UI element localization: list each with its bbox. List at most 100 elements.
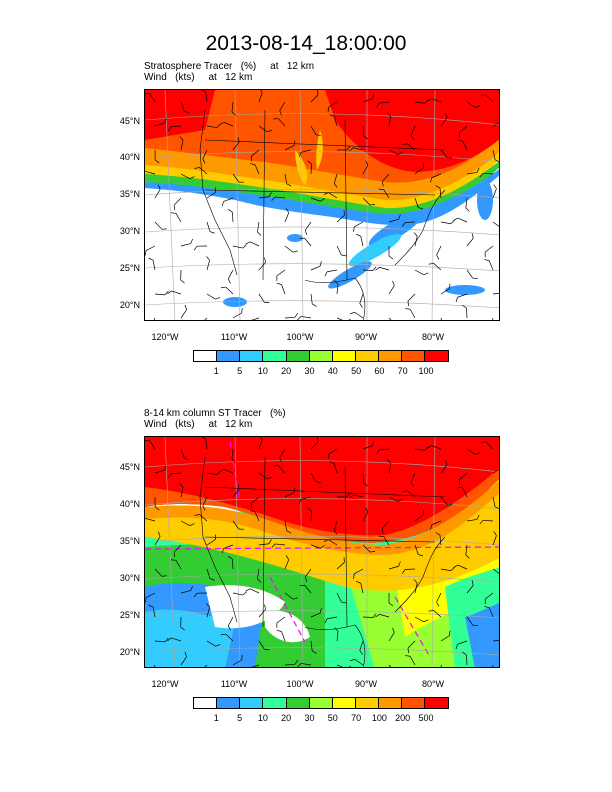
wind-barb-icon [201, 437, 208, 450]
wind-barb-icon [455, 640, 468, 650]
wind-barb-icon [440, 460, 448, 474]
wind-barb-icon [334, 627, 339, 642]
wind-barb-icon [466, 167, 480, 175]
wind-barb-icon [465, 544, 470, 559]
colorbar-swatch [332, 351, 356, 361]
wind-barb-icon [462, 304, 468, 319]
wind-barb-icon [170, 559, 182, 570]
wind-barb-icon [362, 197, 376, 206]
colorbar-label: 1 [213, 713, 219, 723]
wind-barb-icon [376, 101, 390, 108]
wind-barb-icon [388, 664, 396, 667]
wind-barb-icon [154, 118, 167, 127]
wind-barb-icon [329, 461, 338, 474]
wind-barb-icon [151, 317, 156, 320]
wind-barb-icon [362, 440, 375, 450]
colorbar-label: 5 [237, 366, 243, 376]
wind-barb-icon [362, 160, 369, 175]
wind-barb-icon [387, 112, 392, 127]
wind-barb-icon [481, 441, 494, 450]
wind-barb-icon [388, 149, 403, 155]
wind-barb-icon [414, 544, 424, 557]
wind-barb-icon [388, 280, 395, 295]
wind-barb-icon [232, 520, 244, 530]
wind-barb-icon [245, 588, 260, 594]
wind-barb-icon [194, 514, 208, 522]
colorbar-label: 1 [213, 366, 219, 376]
wind-barb-icon [375, 613, 390, 618]
wind-barb-icon [173, 197, 182, 211]
colorbar-swatch [309, 351, 333, 361]
wind-barb-icon [151, 664, 156, 667]
bottom-lat-label-35: 35°N [119, 536, 140, 546]
wind-barb-icon [258, 125, 273, 133]
wind-barb-icon [466, 616, 478, 626]
bottom-subtitle-line1: 8-14 km column ST Tracer (%) [144, 408, 286, 419]
wind-barb-icon [154, 465, 167, 474]
colorbar-label: 70 [351, 713, 362, 723]
wind-barb-icon [145, 245, 156, 256]
wind-barb-icon [407, 293, 416, 307]
wind-barb-icon [466, 101, 481, 108]
colorbar-label: 5 [237, 713, 243, 723]
wind-barb-icon [336, 210, 345, 223]
wind-barb-icon [258, 472, 273, 480]
wind-barb-icon [180, 448, 190, 461]
wind-barb-icon [323, 539, 338, 546]
wind-barb-icon [193, 592, 208, 598]
wind-barb-icon [466, 580, 474, 594]
wind-barb-icon [388, 317, 396, 320]
wind-barb-icon [362, 613, 377, 618]
wind-barb-icon [257, 221, 262, 236]
wind-barb-icon [414, 197, 424, 210]
wind-barb-icon [310, 197, 325, 202]
wind-barb-icon [298, 496, 312, 504]
colorbar-swatch [402, 351, 426, 361]
wind-barb-icon [356, 233, 364, 247]
colorbar-label: 40 [327, 366, 338, 376]
wind-barb-icon [455, 293, 468, 303]
wind-barb-icon [466, 269, 478, 279]
wind-barb-icon [249, 664, 260, 667]
wind-barb-icon [336, 557, 345, 570]
wind-barb-icon [440, 149, 453, 159]
colorbar-label: 30 [304, 713, 315, 723]
colorbar-label: 100 [418, 366, 434, 376]
wind-barb-icon [307, 160, 312, 175]
wind-barb-icon [453, 564, 468, 570]
wind-barb-icon [388, 246, 394, 260]
wind-barb-icon [193, 245, 208, 251]
wind-barb-icon [492, 221, 499, 229]
colorbar-label: 50 [327, 713, 338, 723]
wind-barb-icon [145, 518, 156, 522]
wind-barb-icon [490, 317, 494, 320]
wind-barb-icon [381, 173, 390, 187]
wind-barb-icon [310, 472, 321, 483]
wind-barb-icon [440, 630, 451, 642]
colorbar-swatch [194, 698, 218, 708]
colorbar-swatch [332, 698, 356, 708]
wind-barb-icon [206, 256, 210, 271]
wind-barb-icon [334, 280, 339, 295]
bottom-lat-label-20: 20°N [119, 647, 140, 657]
wind-barb-icon [484, 245, 494, 258]
wind-barb-icon [284, 173, 292, 187]
wind-barb-icon [250, 149, 260, 162]
wind-barb-icon [349, 494, 364, 499]
wind-barb-icon [362, 93, 375, 103]
wind-barb-icon [336, 317, 351, 320]
wind-barb-icon [258, 604, 266, 618]
wind-barb-icon [413, 232, 418, 247]
wind-barb-icon [388, 561, 401, 570]
wind-barb-icon [401, 221, 416, 227]
wind-barb-icon [206, 640, 221, 647]
wind-barb-icon [440, 283, 451, 295]
wind-barb-icon [378, 535, 390, 546]
wind-barb-icon [414, 269, 429, 276]
wind-barb-icon [440, 113, 448, 127]
wind-barb-icon [154, 221, 167, 230]
wind-barb-icon [257, 568, 262, 583]
wind-barb-icon [430, 520, 442, 530]
wind-barb-icon [310, 544, 325, 549]
wind-barb-icon [258, 293, 270, 304]
